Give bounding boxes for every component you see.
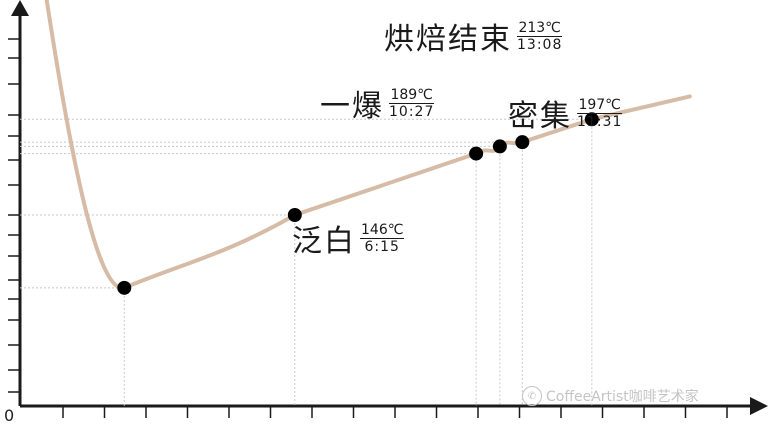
annotation-first-crack-values: 189℃ 10:27 [388,87,435,120]
annotation-roast-end-values: 213℃ 13:08 [516,20,563,53]
data-point-marker [287,208,302,222]
watermark: ✆ CoffeeArtist咖啡艺术家 [522,386,699,406]
data-point-marker [584,112,599,127]
annotation-roast-end-name: 烘焙结束 [384,22,512,57]
data-point-marker [117,280,132,295]
annotation-first-crack: 一爆 189℃ 10:27 [320,81,435,125]
wechat-icon: ✆ [522,386,542,406]
annotation-roast-end-temp: 213℃ [517,19,562,37]
annotation-first-crack-name: 一爆 [320,89,384,124]
annotation-dense-values: 197℃ 11:31 [576,97,623,130]
x-axis-arrow [750,397,768,415]
annotation-roast-end: 烘焙结束 213℃ 13:08 [384,14,563,58]
y-axis-arrow [11,0,29,16]
annotation-yellowing-temp: 146℃ [360,221,405,239]
annotation-first-crack-time: 10:27 [389,103,435,120]
annotation-yellowing-values: 146℃ 6:15 [360,221,405,255]
data-point-marker [515,135,530,150]
annotation-dense-name: 密集 [508,99,572,134]
annotation-yellowing-name: 泛白 [292,224,356,259]
annotation-dense-temp: 197℃ [577,96,622,114]
data-point-marker [469,146,484,161]
watermark-text: CoffeeArtist咖啡艺术家 [546,389,699,405]
annotation-roast-end-time: 13:08 [517,36,563,53]
origin-label: 0 [4,406,15,425]
annotation-first-crack-temp: 189℃ [389,86,434,104]
annotation-dense-time: 11:31 [577,113,623,130]
data-point-marker [492,139,507,154]
annotation-yellowing-time: 6:15 [364,238,400,255]
annotation-yellowing: 泛白 146℃ 6:15 [292,216,405,260]
annotation-dense: 密集 197℃ 11:31 [508,91,623,135]
